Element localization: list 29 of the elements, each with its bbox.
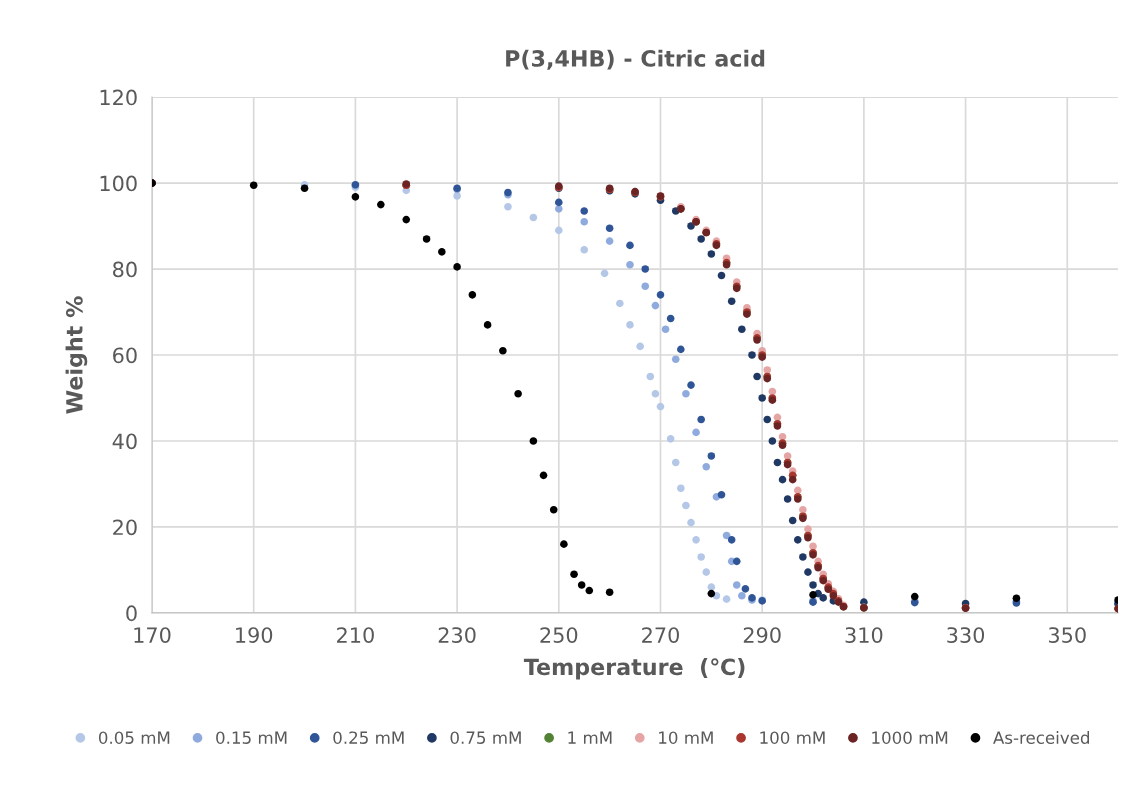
y-tick-label: 100: [100, 175, 137, 192]
y-tick-label: 20: [113, 519, 137, 536]
legend-label: 10 mM: [659, 731, 713, 744]
x-tick-label: 250: [540, 627, 578, 643]
x-axis-title: Temperature (℃): [523, 658, 745, 680]
y-tick-label: 40: [112, 433, 137, 450]
x-tick-label: 190: [236, 627, 273, 643]
y-axis-title: Weight %: [65, 296, 88, 414]
legend-label: As-received: [993, 731, 1089, 744]
y-tick-label: 80: [113, 261, 137, 278]
y-tick-label: 0: [126, 605, 137, 622]
legend-label: 0.25 mM: [333, 731, 404, 744]
x-tick-label: 170: [134, 627, 171, 643]
x-tick-label: 310: [845, 627, 883, 643]
x-tick-label: 290: [743, 627, 781, 643]
legend-label: 100 mM: [760, 731, 825, 744]
x-tick-label: 230: [438, 627, 476, 643]
legend-label: 0.15 mM: [216, 731, 287, 744]
x-tick-label: 330: [947, 627, 985, 643]
y-tick-label: 120: [100, 89, 137, 106]
legend-label: 1 mM: [568, 731, 612, 744]
legend-label: 0.75 mM: [450, 731, 521, 744]
x-tick-label: 350: [1048, 627, 1086, 643]
chart-title: P(3,4HB) - Citric acid: [506, 49, 765, 70]
legend-label: 0.05 mM: [98, 731, 170, 744]
legend-label: 1000 mM: [872, 731, 948, 744]
x-tick-label: 210: [337, 627, 374, 643]
y-tick-label: 60: [113, 347, 137, 364]
x-tick-label: 270: [642, 627, 679, 643]
